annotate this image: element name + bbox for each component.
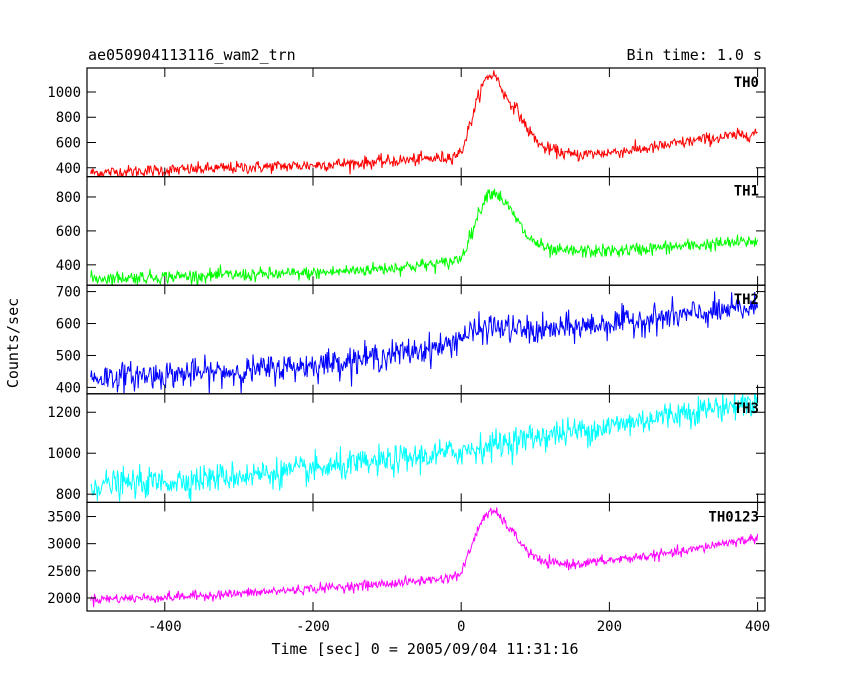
series-line-th2 <box>90 291 759 394</box>
panel-th0123: 2000 2500 3000 3500 TH0123 <box>47 501 766 612</box>
y-tick-label: 400 <box>56 380 81 396</box>
series-line-th3 <box>90 393 759 502</box>
x-tick-label: -400 <box>148 619 182 635</box>
y-tick-label: 800 <box>56 190 81 206</box>
y-tick-label: 600 <box>56 136 81 152</box>
y-tick-label: 600 <box>56 224 81 240</box>
x-axis: -400 -200 0 200 400 <box>148 619 770 635</box>
y-tick-label: 800 <box>56 110 81 126</box>
panel-label: TH0123 <box>708 509 759 525</box>
x-tick-label: 400 <box>745 619 770 635</box>
y-tick-label: 600 <box>56 317 81 333</box>
y-tick-label: 500 <box>56 348 81 364</box>
series-line-th0 <box>90 70 758 177</box>
y-tick-label: 2500 <box>47 564 81 580</box>
y-axis-label: Counts/sec <box>4 298 22 388</box>
y-tick-label: 400 <box>56 161 81 177</box>
x-tick-label: 0 <box>457 619 465 635</box>
panel-th3: 800 1000 1200 TH3 <box>47 393 766 503</box>
plot-title: ae050904113116_wam2_trn <box>88 46 296 64</box>
panel-label: TH0 <box>734 75 759 91</box>
x-tick-label: 200 <box>597 619 622 635</box>
x-tick-label: -200 <box>296 619 330 635</box>
panel-label: TH2 <box>734 292 759 308</box>
y-tick-label: 700 <box>56 285 81 301</box>
x-axis-label: Time [sec] 0 = 2005/09/04 11:31:16 <box>271 640 578 658</box>
panel-frame <box>86 501 766 612</box>
y-tick-label: 2000 <box>47 591 81 607</box>
y-tick-label: 1000 <box>47 85 81 101</box>
panel-label: TH3 <box>734 401 759 417</box>
panel-th0: 400 600 800 1000 TH0 <box>47 67 766 178</box>
panel-frame <box>86 284 766 395</box>
panel-th1: 400 600 800 TH1 <box>56 176 766 286</box>
y-tick-label: 800 <box>56 487 81 503</box>
y-tick-label: 1200 <box>47 405 81 421</box>
y-tick-label: 3000 <box>47 537 81 553</box>
y-tick-label: 3500 <box>47 510 81 526</box>
panels-group: 400 600 800 1000 TH0 400 600 800 TH1 400 500 600 700… <box>47 67 766 612</box>
series-line-th1 <box>90 188 759 286</box>
panel-frame <box>86 67 766 178</box>
y-tick-label: 400 <box>56 258 81 274</box>
y-tick-label: 1000 <box>47 446 81 462</box>
panel-label: TH1 <box>734 184 759 200</box>
series-line-th0123 <box>90 507 759 608</box>
panel-th2: 400 500 600 700 TH2 <box>56 284 766 396</box>
bin-time-label: Bin time: 1.0 s <box>627 46 762 64</box>
